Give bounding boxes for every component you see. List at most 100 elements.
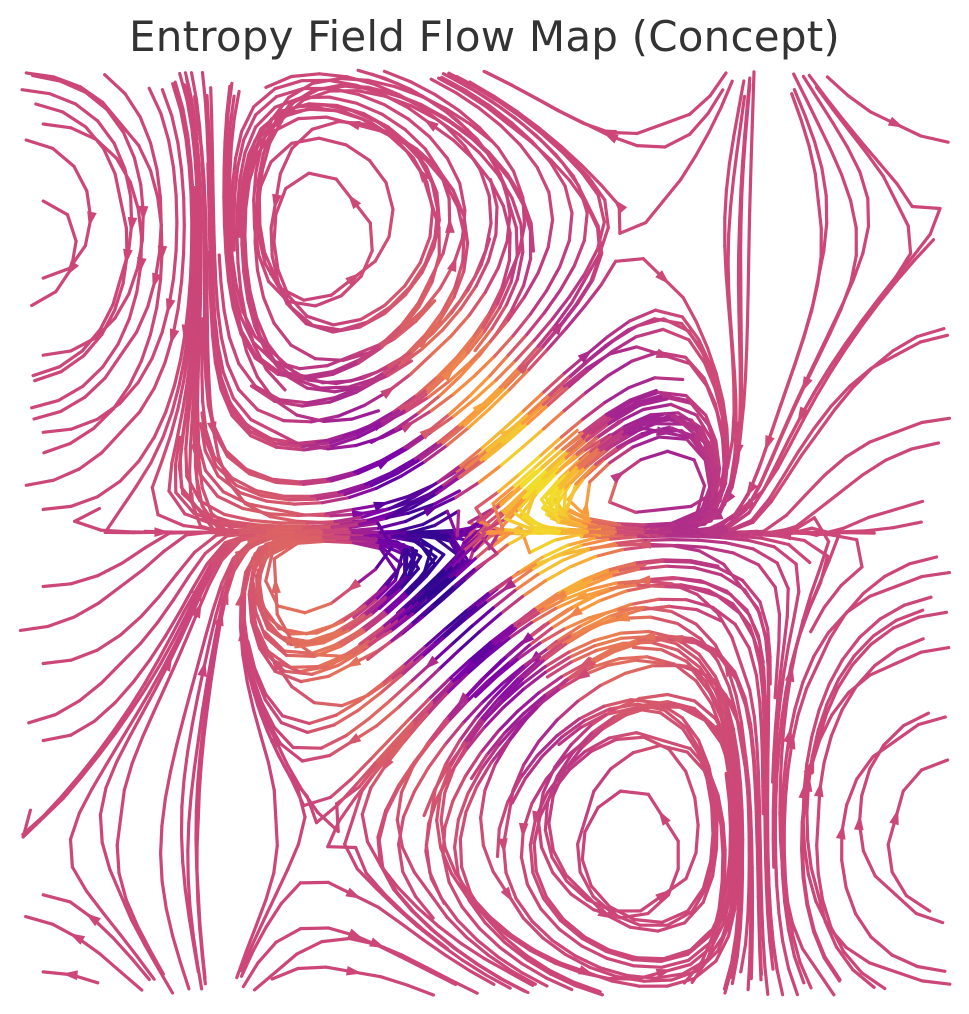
streamline-segment: [321, 628, 350, 645]
streamline-segment: [360, 117, 388, 135]
streamline-segment: [195, 243, 200, 275]
streamline-arrow: [577, 349, 593, 364]
streamline-segment: [542, 371, 567, 394]
streamline-segment: [34, 102, 65, 114]
streamline-segment: [501, 527, 533, 534]
streamline-segment: [714, 796, 723, 828]
streamline-segment: [884, 447, 913, 462]
streamline-segment: [551, 870, 573, 896]
streamline-segment: [328, 390, 358, 404]
streamline-segment: [150, 330, 164, 360]
streamline-segment: [137, 435, 156, 463]
streamline-segment: [775, 699, 782, 731]
streamline-segment: [714, 482, 728, 512]
streamline-segment: [506, 295, 526, 322]
streamline-segment: [495, 827, 501, 859]
streamline-segment: [457, 133, 482, 155]
streamline-segment: [235, 949, 248, 980]
streamline-segment: [113, 172, 123, 203]
streamline-segment: [320, 495, 352, 505]
streamline-segment: [223, 112, 229, 144]
streamline-arrow: [66, 260, 79, 276]
streamline-segment: [41, 794, 65, 818]
streamline-segment: [497, 800, 510, 831]
streamline-arrow: [613, 612, 631, 622]
streamline-segment: [816, 199, 823, 231]
streamline-segment: [912, 238, 936, 262]
streamline-segment: [577, 704, 606, 721]
streamline-segment: [421, 938, 448, 958]
streamline-segment: [818, 713, 834, 742]
streamline-arrow: [87, 211, 97, 228]
streamline-segment: [510, 776, 527, 805]
streamline-segment: [585, 422, 611, 442]
streamline-segment: [464, 675, 487, 700]
streamline-segment: [747, 487, 766, 514]
streamline-segment: [394, 600, 419, 623]
streamline-segment: [270, 540, 299, 556]
streamline-segment: [221, 561, 236, 591]
streamline-segment: [417, 156, 434, 185]
streamline-segment: [398, 567, 420, 592]
streamline-segment: [191, 113, 198, 144]
streamline-segment: [543, 655, 571, 675]
streamline-segment: [163, 660, 179, 689]
streamline-segment: [103, 507, 123, 535]
streamline-segment: [199, 733, 206, 764]
streamline-segment: [617, 655, 649, 661]
streamline-arrow: [85, 913, 101, 927]
streamline-segment: [784, 362, 797, 392]
streamline-segment: [882, 724, 906, 747]
streamline-segment: [435, 818, 443, 850]
streamline-segment: [716, 594, 742, 615]
streamline-segment: [264, 74, 294, 90]
streamline-segment: [510, 608, 538, 628]
streamline-segment: [421, 287, 442, 312]
streamline-segment: [506, 643, 531, 666]
streamline-segment: [706, 88, 725, 116]
streamline-segment: [714, 717, 731, 746]
streamline-segment: [442, 466, 468, 487]
streamline-segment: [366, 85, 397, 96]
streamline-segment: [203, 608, 215, 639]
streamline-segment: [302, 479, 333, 486]
streamline-segment: [33, 370, 63, 383]
streamline-segment: [500, 664, 525, 686]
streamline-segment: [745, 538, 776, 549]
streamline-arrow: [814, 781, 824, 798]
streamline-segment: [382, 103, 410, 121]
streamline-segment: [865, 152, 885, 178]
streamline-segment: [305, 314, 335, 327]
streamline-segment: [479, 788, 487, 820]
streamline-arrow: [567, 605, 583, 619]
streamline-segment: [536, 245, 550, 275]
streamline-segment: [782, 644, 791, 676]
streamline-segment: [206, 162, 211, 193]
streamline-segment: [592, 767, 613, 793]
streamline-segment: [596, 224, 604, 255]
streamline-segment: [766, 855, 771, 887]
streamline-segment: [268, 514, 300, 524]
streamline-segment: [396, 82, 425, 99]
streamline-segment: [568, 554, 598, 569]
streamline-segment: [609, 567, 641, 578]
streamline-arrow: [887, 116, 904, 128]
streamline-segment: [464, 784, 479, 814]
streamline-segment: [832, 386, 854, 412]
streamline-segment: [205, 93, 211, 125]
streamline-segment: [473, 326, 494, 353]
streamline-segment: [331, 317, 363, 327]
streamline-segment: [182, 224, 186, 256]
streamline-segment: [521, 916, 545, 940]
streamline-segment: [688, 746, 710, 772]
streamline-segment: [555, 717, 581, 738]
streamline-segment: [196, 307, 201, 338]
streamline-segment: [550, 767, 572, 794]
streamline-segment: [796, 610, 810, 640]
streamline-segment: [757, 889, 761, 921]
streamline-segment: [244, 316, 256, 347]
streamline-segment: [250, 674, 264, 705]
streamline-segment: [248, 676, 260, 707]
streamline-segment: [894, 340, 922, 357]
streamline-segment: [238, 491, 269, 503]
